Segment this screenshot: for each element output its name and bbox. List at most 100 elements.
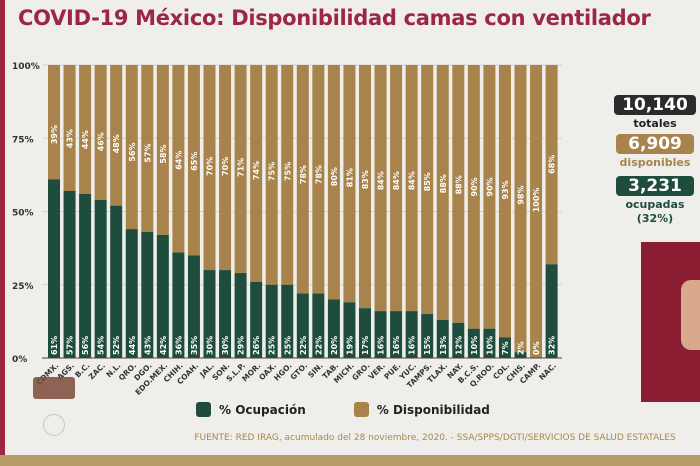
- bar-disponibilidad: [296, 65, 309, 294]
- label-ocupacion: 10%: [470, 336, 479, 355]
- bar-disponibilidad: [203, 65, 216, 271]
- bar-ocupacion: [436, 319, 449, 358]
- label-disponibilidad: 90%: [485, 177, 494, 196]
- label-ocupacion: 44%: [128, 336, 137, 355]
- label-ocupacion: 43%: [143, 336, 152, 355]
- bar-ocupacion: [327, 299, 340, 358]
- bar-disponibilidad: [110, 65, 123, 206]
- label-ocupacion: 35%: [190, 336, 199, 355]
- label-disponibilidad: 65%: [190, 152, 199, 171]
- bar-disponibilidad: [405, 65, 418, 312]
- label-ocupacion: 54%: [97, 336, 106, 355]
- bar-disponibilidad: [530, 65, 543, 358]
- label-disponibilidad: 90%: [470, 177, 479, 196]
- ocupadas-label: ocupadas: [625, 198, 685, 211]
- legend-ocupacion: % Ocupación: [196, 402, 306, 417]
- label-disponibilidad: 93%: [501, 180, 510, 199]
- bar-disponibilidad: [234, 65, 247, 274]
- label-disponibilidad: 84%: [377, 171, 386, 190]
- bar-ocupacion: [203, 270, 216, 358]
- bar-disponibilidad: [94, 65, 107, 200]
- label-disponibilidad: 71%: [237, 158, 246, 177]
- label-disponibilidad: 44%: [81, 130, 90, 149]
- bar-disponibilidad: [125, 65, 138, 230]
- label-disponibilidad: 46%: [97, 132, 106, 151]
- footer-band: [0, 455, 700, 466]
- ocupadas-value: 3,231: [616, 176, 694, 196]
- label-ocupacion: 16%: [377, 336, 386, 355]
- legend-swatch-ocupacion: [196, 402, 211, 417]
- bar-disponibilidad: [514, 65, 527, 353]
- label-ocupacion: 30%: [221, 336, 230, 355]
- label-disponibilidad: 57%: [143, 143, 152, 162]
- y-tick-label: 25%: [12, 282, 34, 292]
- label-ocupacion: 36%: [174, 336, 183, 355]
- label-disponibilidad: 56%: [128, 142, 137, 161]
- bar-ocupacion: [545, 264, 558, 358]
- label-disponibilidad: 84%: [408, 171, 417, 190]
- bar-ocupacion: [374, 311, 387, 358]
- bar-disponibilidad: [79, 65, 92, 194]
- label-ocupacion: 32%: [548, 336, 557, 355]
- bar-ocupacion: [343, 302, 356, 358]
- label-disponibilidad: 58%: [159, 144, 168, 163]
- bar-ocupacion: [452, 322, 465, 358]
- bar-ocupacion: [390, 311, 403, 358]
- bar-disponibilidad: [390, 65, 403, 312]
- source-note: FUENTE: RED IRAG, acumulado del 28 novie…: [194, 433, 676, 443]
- total-value: 10,140: [614, 95, 696, 115]
- label-disponibilidad: 48%: [112, 134, 121, 153]
- bar-ocupacion: [265, 284, 278, 358]
- label-disponibilidad: 70%: [221, 157, 230, 176]
- label-ocupacion: 10%: [485, 336, 494, 355]
- label-disponibilidad: 100%: [532, 188, 541, 213]
- label-ocupacion: 52%: [112, 336, 121, 355]
- bar-disponibilidad: [265, 65, 278, 285]
- bar-disponibilidad: [545, 65, 558, 265]
- label-ocupacion: 16%: [392, 336, 401, 355]
- bar-ocupacion: [312, 293, 325, 358]
- label-ocupacion: 2%: [517, 341, 526, 355]
- bar-ocupacion: [467, 328, 480, 358]
- total-label: totales: [633, 117, 677, 130]
- label-disponibilidad: 75%: [268, 162, 277, 181]
- label-disponibilidad: 80%: [330, 167, 339, 186]
- government-logo: [33, 377, 75, 399]
- bar-ocupacion: [79, 193, 92, 358]
- bar-disponibilidad: [327, 65, 340, 300]
- legend-swatch-disponibilidad: [353, 402, 369, 417]
- label-disponibilidad: 68%: [548, 155, 557, 174]
- bar-disponibilidad: [250, 65, 263, 282]
- bar-disponibilidad: [359, 65, 371, 309]
- disponibles-label: disponibles: [619, 156, 691, 169]
- label-ocupacion: 61%: [50, 336, 59, 355]
- bar-disponibilidad: [187, 65, 200, 256]
- legend-label-ocupacion: % Ocupación: [219, 402, 306, 417]
- bar-disponibilidad: [141, 65, 154, 233]
- label-disponibilidad: 81%: [345, 168, 354, 187]
- label-disponibilidad: 43%: [66, 129, 75, 148]
- bar-disponibilidad: [172, 65, 185, 253]
- label-disponibilidad: 70%: [206, 157, 215, 176]
- bar-ocupacion: [48, 179, 60, 358]
- bar-ocupacion: [172, 252, 185, 358]
- national-seal: [43, 414, 65, 436]
- label-ocupacion: 56%: [81, 336, 90, 355]
- label-disponibilidad: 88%: [439, 174, 448, 193]
- bar-ocupacion: [250, 281, 263, 358]
- bar-ocupacion: [110, 205, 123, 358]
- bar-ocupacion: [187, 255, 200, 358]
- label-ocupacion: 0%: [532, 341, 541, 355]
- label-ocupacion: 42%: [159, 336, 168, 355]
- label-ocupacion: 7%: [501, 341, 510, 355]
- label-disponibilidad: 84%: [392, 171, 401, 190]
- bar-disponibilidad: [63, 65, 76, 191]
- accent-stripe: [0, 0, 5, 455]
- label-ocupacion: 15%: [423, 336, 432, 355]
- bar-disponibilidad: [48, 65, 60, 180]
- bar-disponibilidad: [156, 65, 169, 235]
- bar-disponibilidad: [312, 65, 325, 294]
- legend-label-disponibilidad: % Disponibilidad: [376, 402, 490, 417]
- label-ocupacion: 16%: [408, 336, 417, 355]
- label-ocupacion: 57%: [66, 336, 75, 355]
